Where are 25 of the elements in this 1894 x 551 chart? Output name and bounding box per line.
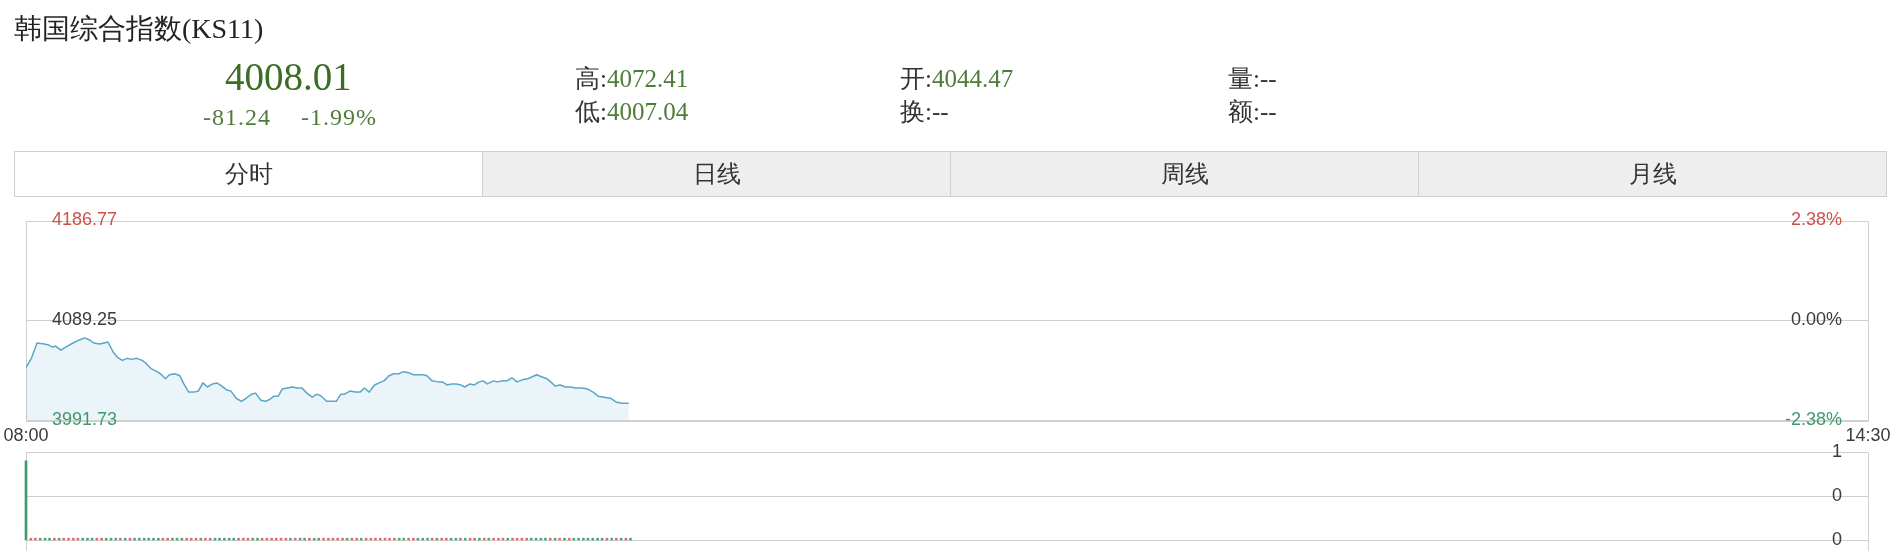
y2-tick-label: 0.00% — [1790, 309, 1842, 330]
x-tick-label: 14:30 — [1845, 425, 1891, 445]
text: 韩国综合指数(KS11) — [14, 12, 264, 46]
text: 月线 — [1628, 160, 1677, 188]
text: 开:4044.47 — [900, 65, 1014, 92]
text: -1.99% — [301, 102, 377, 132]
y-tick-label: 4089.25 — [52, 309, 118, 330]
text: 额:-- — [1228, 98, 1277, 125]
text: 低:4007.04 — [575, 98, 689, 125]
text: -81.24 — [203, 102, 271, 132]
y2-tick-label: 2.38% — [1790, 209, 1842, 230]
text: 4008.01 — [225, 53, 352, 100]
y-tick-label: 0 — [1831, 528, 1842, 549]
text: 换:-- — [900, 98, 949, 125]
text: 日线 — [692, 160, 741, 188]
y-tick-label: 3991.73 — [52, 408, 118, 429]
text: 周线 — [1160, 160, 1209, 188]
text: 分时 — [224, 160, 273, 188]
y-tick-label: 0 — [1831, 484, 1842, 505]
y-tick-label: 1 — [1831, 440, 1842, 461]
text: 高:4072.41 — [575, 65, 689, 92]
x-tick-label: 08:00 — [3, 425, 49, 445]
text: 量:-- — [1228, 65, 1277, 92]
y-tick-label: 4186.77 — [52, 209, 118, 230]
y2-tick-label: -2.38% — [1784, 408, 1842, 429]
